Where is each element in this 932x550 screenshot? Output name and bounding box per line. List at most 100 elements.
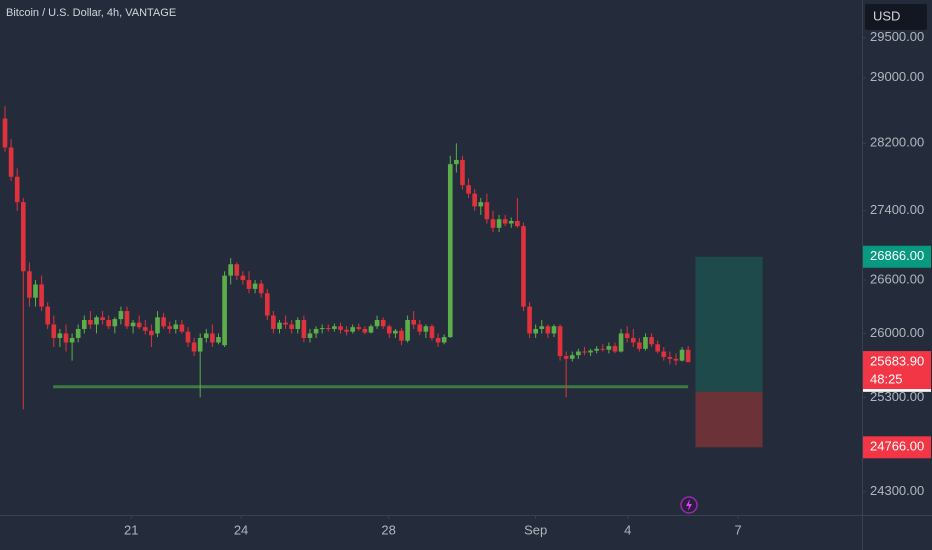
- candle-body: [386, 326, 392, 334]
- candle-body: [667, 356, 673, 359]
- candle-body: [569, 355, 575, 359]
- candle-body: [362, 328, 368, 333]
- candle-body: [527, 306, 532, 334]
- candle-body: [57, 333, 63, 338]
- candle-body: [325, 328, 331, 330]
- plot-area: [2, 106, 763, 448]
- alert-icon[interactable]: [680, 496, 698, 514]
- candle-body: [271, 315, 276, 329]
- candle-body: [228, 264, 234, 276]
- y-tick-label: 26600.00: [870, 271, 924, 286]
- candle-body: [51, 324, 57, 338]
- last-price-label: 25683.90: [870, 354, 924, 369]
- x-tick-label: Sep: [524, 522, 547, 537]
- candle-body: [435, 337, 441, 343]
- candle-body: [661, 351, 667, 357]
- candle-body: [289, 324, 295, 329]
- candle-body: [612, 346, 618, 352]
- candle-body: [20, 202, 26, 272]
- y-tick-label: 28200.00: [870, 135, 924, 150]
- candle-body: [502, 219, 508, 224]
- candle-body: [685, 349, 691, 363]
- candle-body: [118, 311, 124, 320]
- candle-body: [484, 202, 490, 220]
- candle-body: [399, 330, 404, 341]
- candle-body: [264, 293, 270, 316]
- candle-body: [588, 350, 593, 353]
- candle-body: [478, 202, 484, 207]
- candle-body: [27, 271, 32, 298]
- y-tick-label: 26000.00: [870, 325, 924, 340]
- y-tick-label: 29000.00: [870, 69, 924, 84]
- candle-body: [234, 264, 240, 276]
- candle-body: [319, 328, 325, 330]
- candle-body: [149, 330, 154, 336]
- candle-body: [490, 219, 496, 228]
- candle-body: [307, 333, 313, 338]
- candle-body: [539, 326, 545, 329]
- y-tick-label: 25300.00: [870, 389, 924, 404]
- candle-body: [447, 164, 453, 338]
- candle-body: [496, 219, 502, 228]
- candle-body: [637, 342, 642, 349]
- candle-body: [551, 326, 557, 334]
- candle-body: [557, 326, 563, 357]
- candle-body: [197, 337, 203, 352]
- candle-body: [130, 322, 136, 327]
- candle-body: [191, 342, 197, 352]
- y-tick-label: 27400.00: [870, 202, 924, 217]
- axes: 24300.00 25300.00 26000.00 26600.00 27400.00…: [124, 29, 931, 537]
- candle-body: [295, 319, 301, 329]
- candle-body: [429, 326, 435, 338]
- stop-zone: [695, 391, 763, 448]
- candle-body: [533, 328, 538, 334]
- candle-body: [417, 324, 423, 332]
- candle-body: [210, 333, 215, 343]
- candle-body: [649, 337, 654, 345]
- candle-body: [460, 159, 465, 186]
- candle-body: [69, 337, 75, 343]
- x-tick-label: 7: [735, 522, 742, 537]
- candle-body: [45, 306, 51, 325]
- candle-body: [600, 348, 606, 350]
- candle-body: [618, 333, 624, 352]
- candle-body: [643, 337, 648, 349]
- candle-body: [441, 337, 447, 343]
- candle-body: [624, 333, 630, 338]
- candle-body: [216, 337, 221, 343]
- candle-body: [472, 193, 477, 207]
- candle-body: [423, 326, 429, 332]
- x-tick-label: 4: [624, 522, 631, 537]
- candle-body: [8, 147, 14, 177]
- currency-button[interactable]: [865, 4, 927, 30]
- candle-body: [88, 319, 93, 325]
- candle-body: [405, 319, 410, 341]
- candle-body: [100, 317, 105, 320]
- candle-body: [679, 349, 685, 361]
- y-tick-label: 29500.00: [870, 29, 924, 44]
- candle-body: [246, 280, 252, 289]
- currency-label[interactable]: USD: [873, 8, 900, 23]
- candle-body: [454, 159, 459, 165]
- candle-body: [112, 319, 118, 327]
- stop-tag-label: 24766.00: [870, 439, 924, 454]
- target-tag-label: 26866.00: [870, 248, 924, 263]
- candle-body: [94, 317, 99, 325]
- candle-body: [673, 358, 679, 361]
- alert-bolt[interactable]: [686, 499, 692, 511]
- last-price-tag: [863, 351, 931, 390]
- candle-body: [606, 346, 612, 350]
- candle-body: [380, 319, 386, 327]
- candle-body: [161, 317, 166, 327]
- x-tick-label: 24: [234, 522, 248, 537]
- chart-title: Bitcoin / U.S. Dollar, 4h, VANTAGE: [6, 7, 176, 19]
- candle-body: [411, 319, 416, 325]
- candle-body: [179, 324, 185, 332]
- candle-body: [173, 324, 179, 329]
- candle-body: [106, 319, 112, 327]
- candle-body: [203, 333, 209, 338]
- countdown: 48:25: [870, 372, 903, 387]
- candle-body: [240, 275, 246, 281]
- candle-body: [582, 351, 587, 353]
